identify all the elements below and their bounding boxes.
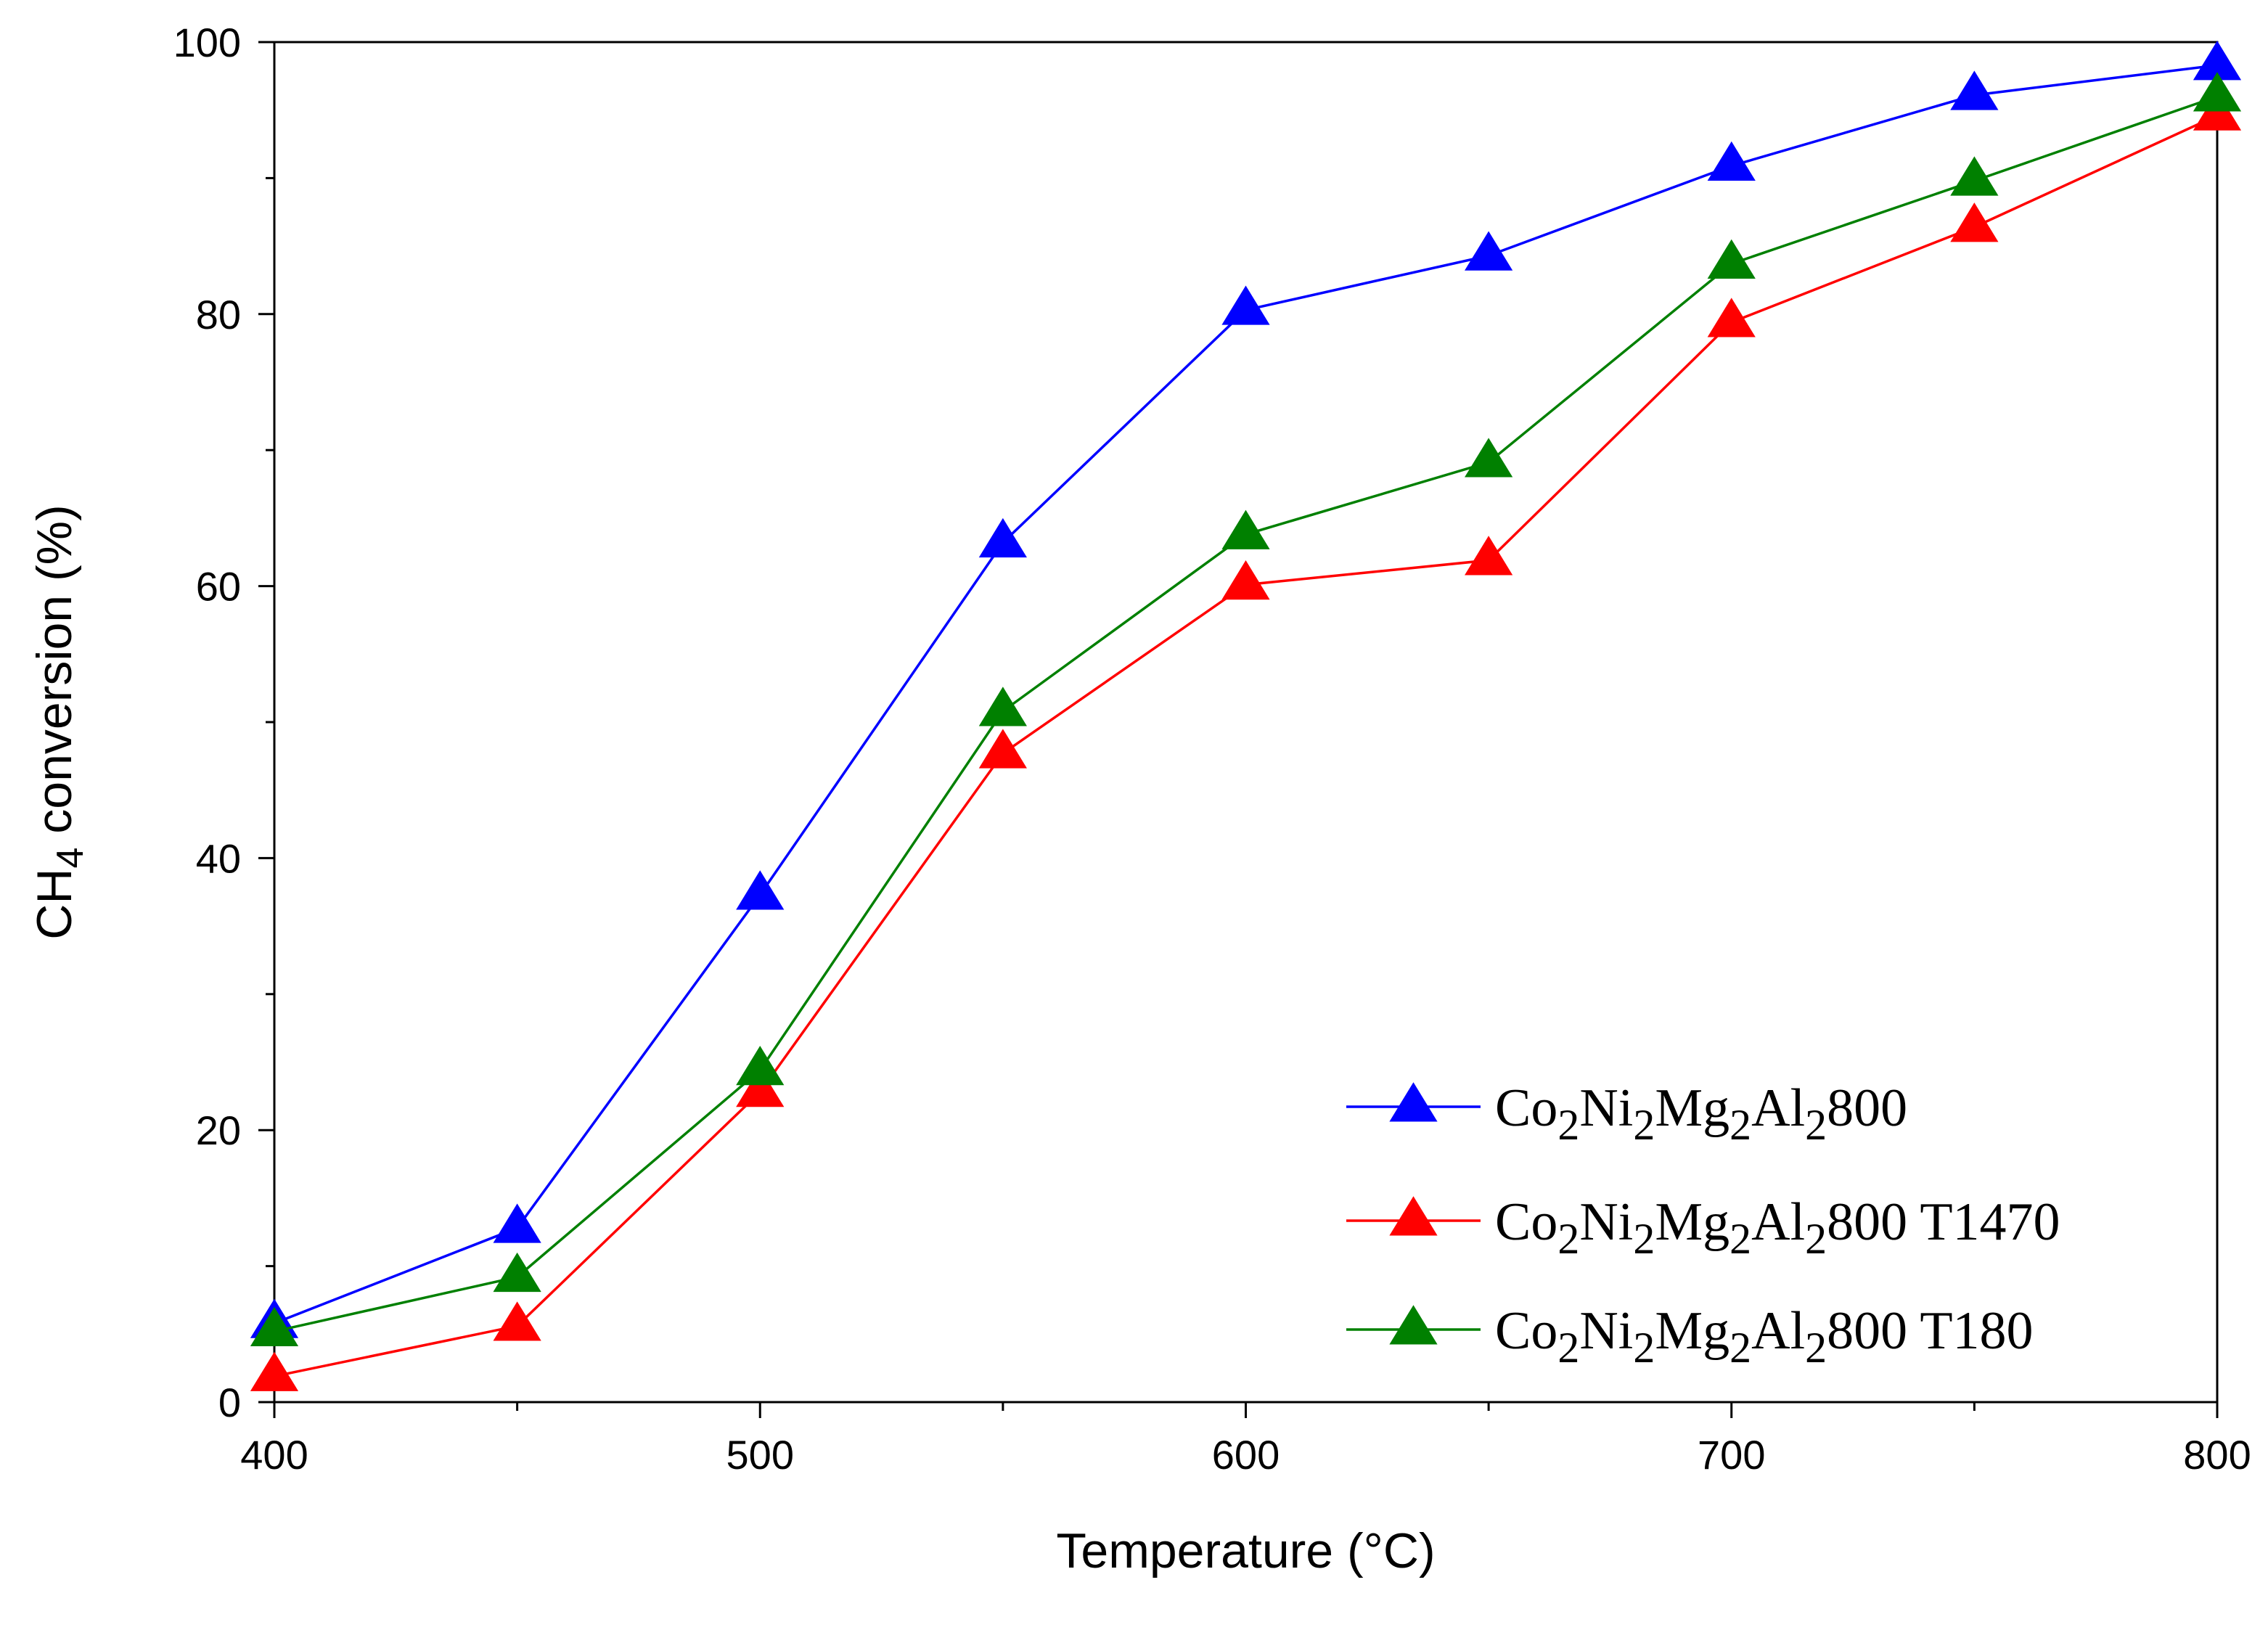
data-point	[493, 1301, 541, 1341]
series-layer	[250, 41, 2242, 1391]
data-point	[1465, 231, 1513, 271]
series-1	[250, 41, 2242, 1338]
x-tick-label: 600	[1212, 1432, 1280, 1478]
data-point	[736, 1068, 785, 1107]
y-axis-title: CH4 conversion (%)	[27, 504, 91, 940]
data-point	[736, 870, 785, 910]
data-point	[978, 687, 1027, 726]
data-point	[2193, 72, 2242, 112]
data-point	[493, 1203, 541, 1243]
data-point	[1707, 239, 1756, 279]
data-point	[1950, 70, 1999, 110]
data-point	[1707, 141, 1756, 181]
series-line	[274, 95, 2218, 1333]
legend-marker	[1389, 1305, 1438, 1345]
data-point	[736, 1046, 785, 1086]
data-point	[1465, 536, 1513, 576]
y-tick-label: 0	[218, 1380, 241, 1425]
data-point	[1221, 509, 1270, 549]
x-axis-title: Temperature (°C)	[1056, 1523, 1435, 1578]
legend-marker	[1389, 1196, 1438, 1236]
x-tick-label: 400	[240, 1432, 308, 1478]
data-point	[1465, 438, 1513, 478]
y-tick-label: 40	[196, 835, 241, 881]
data-point	[978, 517, 1027, 558]
x-tick-label: 500	[726, 1432, 794, 1478]
legend: Co2Ni2Mg2Al2800 Co2Ni2Mg2Al2800 T1470 Co2N…	[1346, 1078, 2060, 1372]
legend-marker	[1389, 1082, 1438, 1122]
ticks: 400 500 600 700 800 0 20 40 60 80 100	[173, 20, 2251, 1478]
legend-label: Co2Ni2Mg2Al2800 T180	[1495, 1301, 2034, 1372]
y-tick-label: 20	[196, 1107, 241, 1153]
y-tick-label: 80	[196, 292, 241, 337]
data-point	[1950, 156, 1999, 196]
data-point	[250, 1351, 299, 1391]
legend-label: Co2Ni2Mg2Al2800 T1470	[1495, 1192, 2060, 1263]
series-3	[250, 72, 2242, 1347]
y-tick-label: 100	[173, 20, 241, 65]
data-point	[978, 729, 1027, 769]
legend-label: Co2Ni2Mg2Al2800	[1495, 1078, 1907, 1149]
data-point	[1221, 285, 1270, 325]
data-point	[1707, 298, 1756, 337]
legend-item-1: Co2Ni2Mg2Al2800	[1346, 1078, 1907, 1149]
data-point	[1221, 560, 1270, 600]
data-point	[250, 1306, 299, 1347]
legend-item-2: Co2Ni2Mg2Al2800 T1470	[1346, 1192, 2060, 1263]
data-point	[1950, 202, 1999, 242]
series-line	[274, 64, 2218, 1324]
x-tick-label: 700	[1698, 1432, 1765, 1478]
y-tick-label: 60	[196, 564, 241, 610]
series-2	[250, 91, 2242, 1391]
x-tick-label: 800	[2183, 1432, 2251, 1478]
legend-item-3: Co2Ni2Mg2Al2800 T180	[1346, 1301, 2034, 1372]
data-point	[493, 1252, 541, 1293]
